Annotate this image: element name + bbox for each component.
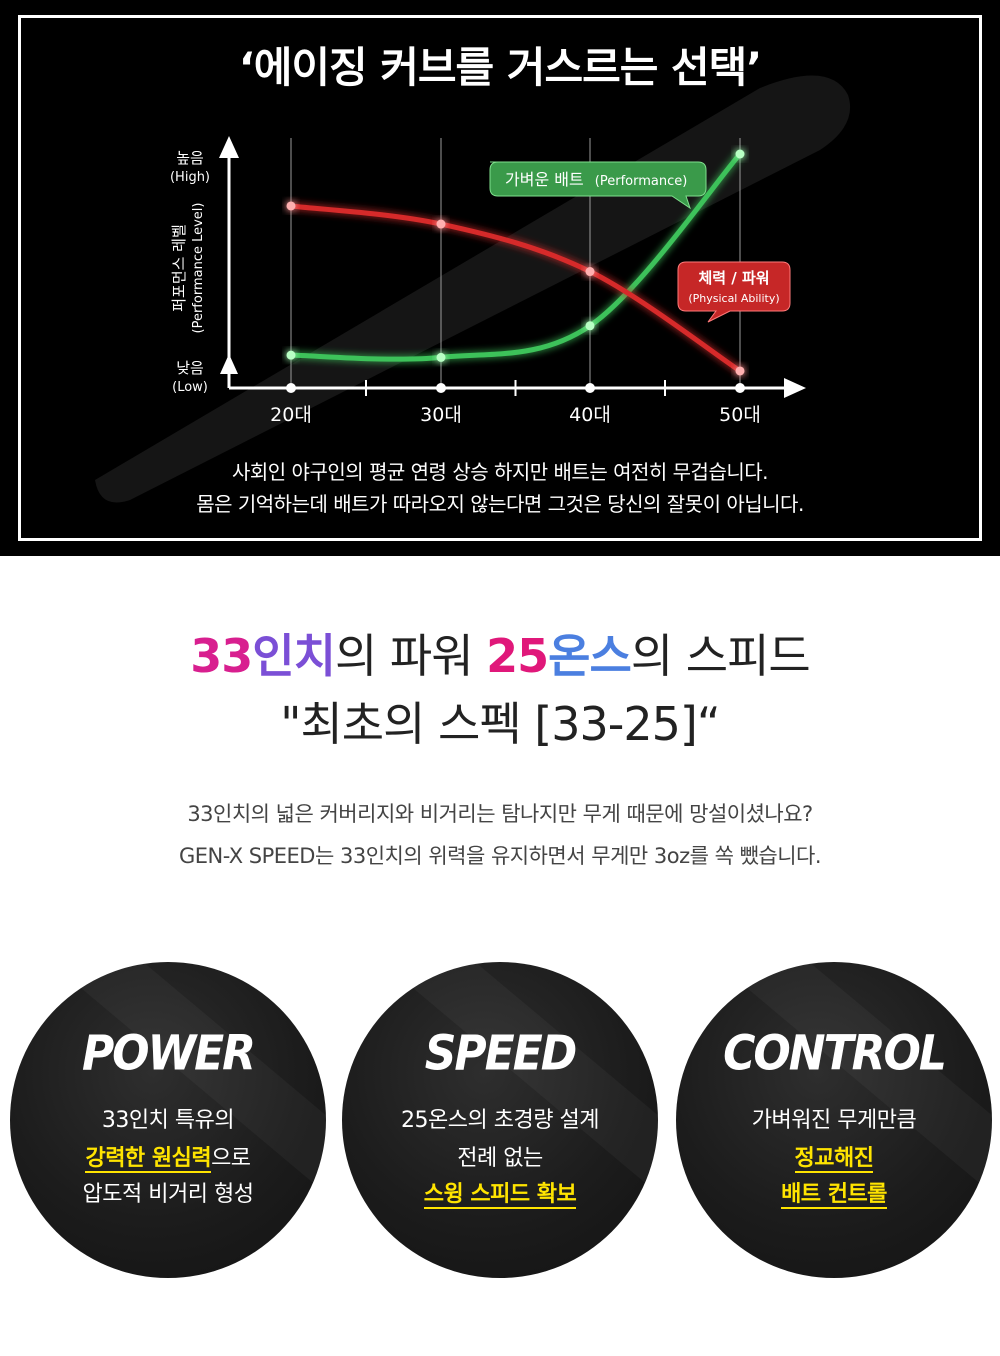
y-axis-arrow-low (220, 354, 238, 374)
series-point-green (436, 352, 446, 362)
series-point-red (436, 219, 446, 229)
legend-red-name-en: (Physical Ability) (688, 292, 779, 305)
series-point-green (585, 321, 595, 331)
body-text-2: GEN-X SPEED는 33인치의 위력을 유지하면서 무게만 3oz를 쏙 … (178, 844, 822, 868)
series-point-red (735, 366, 745, 376)
headline-power: 의 파워 (334, 629, 487, 683)
feature-control-line-2: 정교해진 (676, 1140, 992, 1173)
y-low-label-en: (Low) (172, 380, 208, 395)
feature-control-highlight-1: 정교해진 (794, 1146, 874, 1173)
headline-25: 25 (486, 629, 549, 683)
headline-speed: 의 스피드 (630, 629, 811, 683)
y-high-label-en: (High) (170, 170, 210, 185)
line-chart: 20대 30대 40대 50대 높음 (High) 낮음 (Low) 퍼포먼스 레벨 … (170, 136, 806, 426)
feature-power-line-2: 강력한 원심력으로 (10, 1140, 326, 1173)
panel-caption-1: 사회인 야구인의 평균 연령 상승 하지만 배트는 여전히 무겁습니다. (231, 460, 769, 484)
feature-control-line-3: 배트 컨트롤 (676, 1176, 992, 1209)
feature-speed-line-1: 25온스의 초경량 설계 (401, 1108, 599, 1133)
panel-frame (18, 15, 982, 541)
body-text-1: 33인치의 넓은 커버리지와 비거리는 탐나지만 무게 때문에 망설이셨나요? (187, 802, 813, 826)
legend-green-name: 가벼운 배트 (505, 170, 584, 189)
legend-green: 가벼운 배트 (Performance) (489, 161, 707, 210)
headline-33: 33 (190, 629, 253, 683)
feature-power: POWER 33인치 특유의 강력한 원심력으로 압도적 비거리 형성 (10, 962, 326, 1278)
feature-power-highlight: 강력한 원심력 (85, 1146, 212, 1173)
x-tick-label: 20대 (270, 404, 312, 426)
x-tick-dot (436, 383, 446, 393)
panel-caption-2: 몸은 기억하는데 배트가 따라오지 않는다면 그것은 당신의 잘못이 아닙니다. (196, 492, 804, 516)
series-line-red (288, 203, 743, 374)
series-line-green (288, 151, 743, 362)
panel-title: ‘에이징 커브를 거스르는 선택’ (238, 43, 762, 92)
feature-power-line-1: 33인치 특유의 (101, 1108, 235, 1133)
feature-control-title: CONTROL (723, 1025, 947, 1082)
headline-inch: 인치 (252, 629, 336, 683)
headline-line-1: 33인치의 파워 25온스의 스피드 (0, 620, 1000, 686)
series-point-red (585, 267, 595, 277)
feature-control: CONTROL 가벼워진 무게만큼 정교해진 배트 컨트롤 (676, 962, 992, 1278)
x-tick-dot (585, 383, 595, 393)
y-low-label: 낮음 (176, 359, 204, 377)
series-point-green (735, 149, 745, 159)
series-point-green (286, 350, 296, 360)
x-axis-arrow (784, 378, 806, 398)
feature-power-line-2-rest: 으로 (211, 1146, 251, 1171)
feature-speed-highlight: 스윙 스피드 확보 (423, 1182, 577, 1209)
x-tick-dot (735, 383, 745, 393)
headline-ounce: 온스 (548, 629, 632, 683)
feature-speed: SPEED 25온스의 초경량 설계 전례 없는 스윙 스피드 확보 (342, 962, 658, 1278)
x-tick-label: 40대 (569, 404, 611, 426)
feature-power-title: POWER (81, 1025, 256, 1082)
legend-red: 체력 / 파워 (Physical Ability) (677, 261, 791, 323)
y-axis-label-en: (Performance Level) (191, 203, 206, 334)
y-axis-label: 퍼포먼스 레벨 (170, 224, 188, 312)
legend-green-name-en: (Performance) (595, 174, 688, 189)
x-tick-label: 50대 (719, 404, 761, 426)
chart-panel: ‘에이징 커브를 거스르는 선택’ 20대 30대 40대 50대 높음 (High)… (0, 0, 1000, 556)
headline-line-2: "최초의 스펙 [33-25]“ (280, 697, 720, 751)
series-point-red (286, 201, 296, 211)
x-tick-dot (286, 383, 296, 393)
feature-control-line-1: 가벼워진 무게만큼 (751, 1108, 917, 1133)
feature-control-highlight-2: 배트 컨트롤 (781, 1182, 887, 1209)
legend-red-name: 체력 / 파워 (698, 269, 769, 287)
y-high-label: 높음 (176, 149, 204, 167)
feature-speed-line-2: 전례 없는 (457, 1146, 543, 1171)
feature-power-line-3: 압도적 비거리 형성 (82, 1182, 254, 1207)
x-tick-label: 30대 (420, 404, 462, 426)
feature-speed-title: SPEED (424, 1025, 578, 1082)
svg-text:가벼운 배트 (Performance): 가벼운 배트 (Performance) (505, 170, 687, 189)
feature-speed-line-3: 스윙 스피드 확보 (342, 1176, 658, 1209)
y-axis-arrow-top (219, 136, 239, 158)
